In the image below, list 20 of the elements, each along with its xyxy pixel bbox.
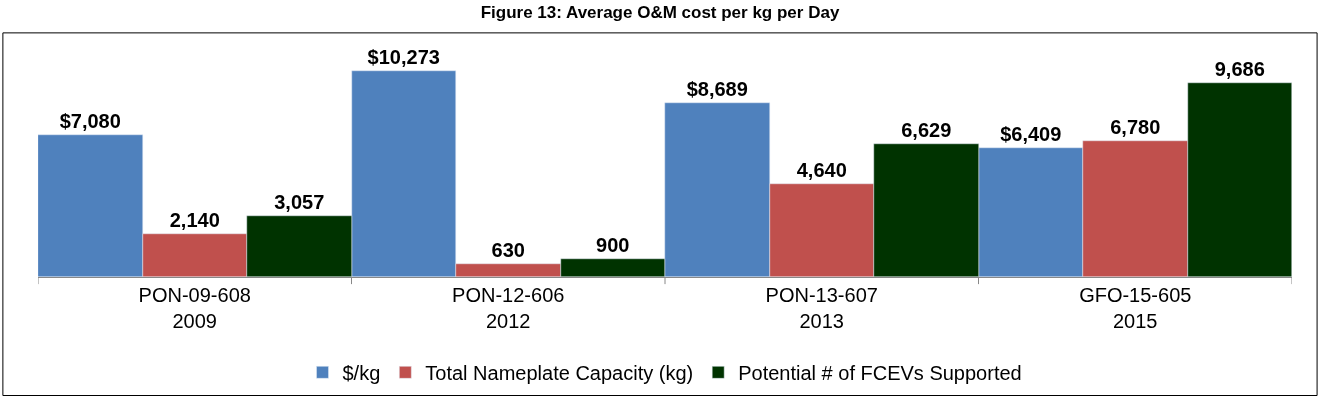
chart-title: Figure 13: Average O&M cost per kg per Day (480, 2, 840, 22)
data-label: 3,057 (274, 190, 325, 213)
legend-label: Potential # of FCEVs Supported (738, 362, 1022, 385)
data-label: $8,689 (686, 77, 748, 100)
data-label: 6,780 (1110, 115, 1161, 138)
x-tick-label: PON-12-606 2012 (452, 284, 565, 332)
legend-label: Total Nameplate Capacity (kg) (425, 362, 694, 385)
data-label: 4,640 (796, 158, 847, 181)
data-label: 900 (596, 233, 630, 256)
data-label: $6,409 (1000, 122, 1062, 145)
data-label: $7,080 (59, 109, 121, 132)
data-label: 630 (491, 238, 525, 261)
data-label: 6,629 (901, 118, 952, 141)
x-tick-label: GFO-15-605 2015 (1079, 284, 1192, 332)
data-label: 9,686 (1214, 57, 1265, 80)
x-tick-label: PON-09-608 2009 (138, 284, 251, 332)
x-tick-label: PON-13-607 2013 (765, 284, 878, 332)
data-label: 2,140 (169, 208, 220, 231)
legend-label: $/kg (342, 362, 381, 385)
data-label: $10,273 (367, 45, 440, 68)
